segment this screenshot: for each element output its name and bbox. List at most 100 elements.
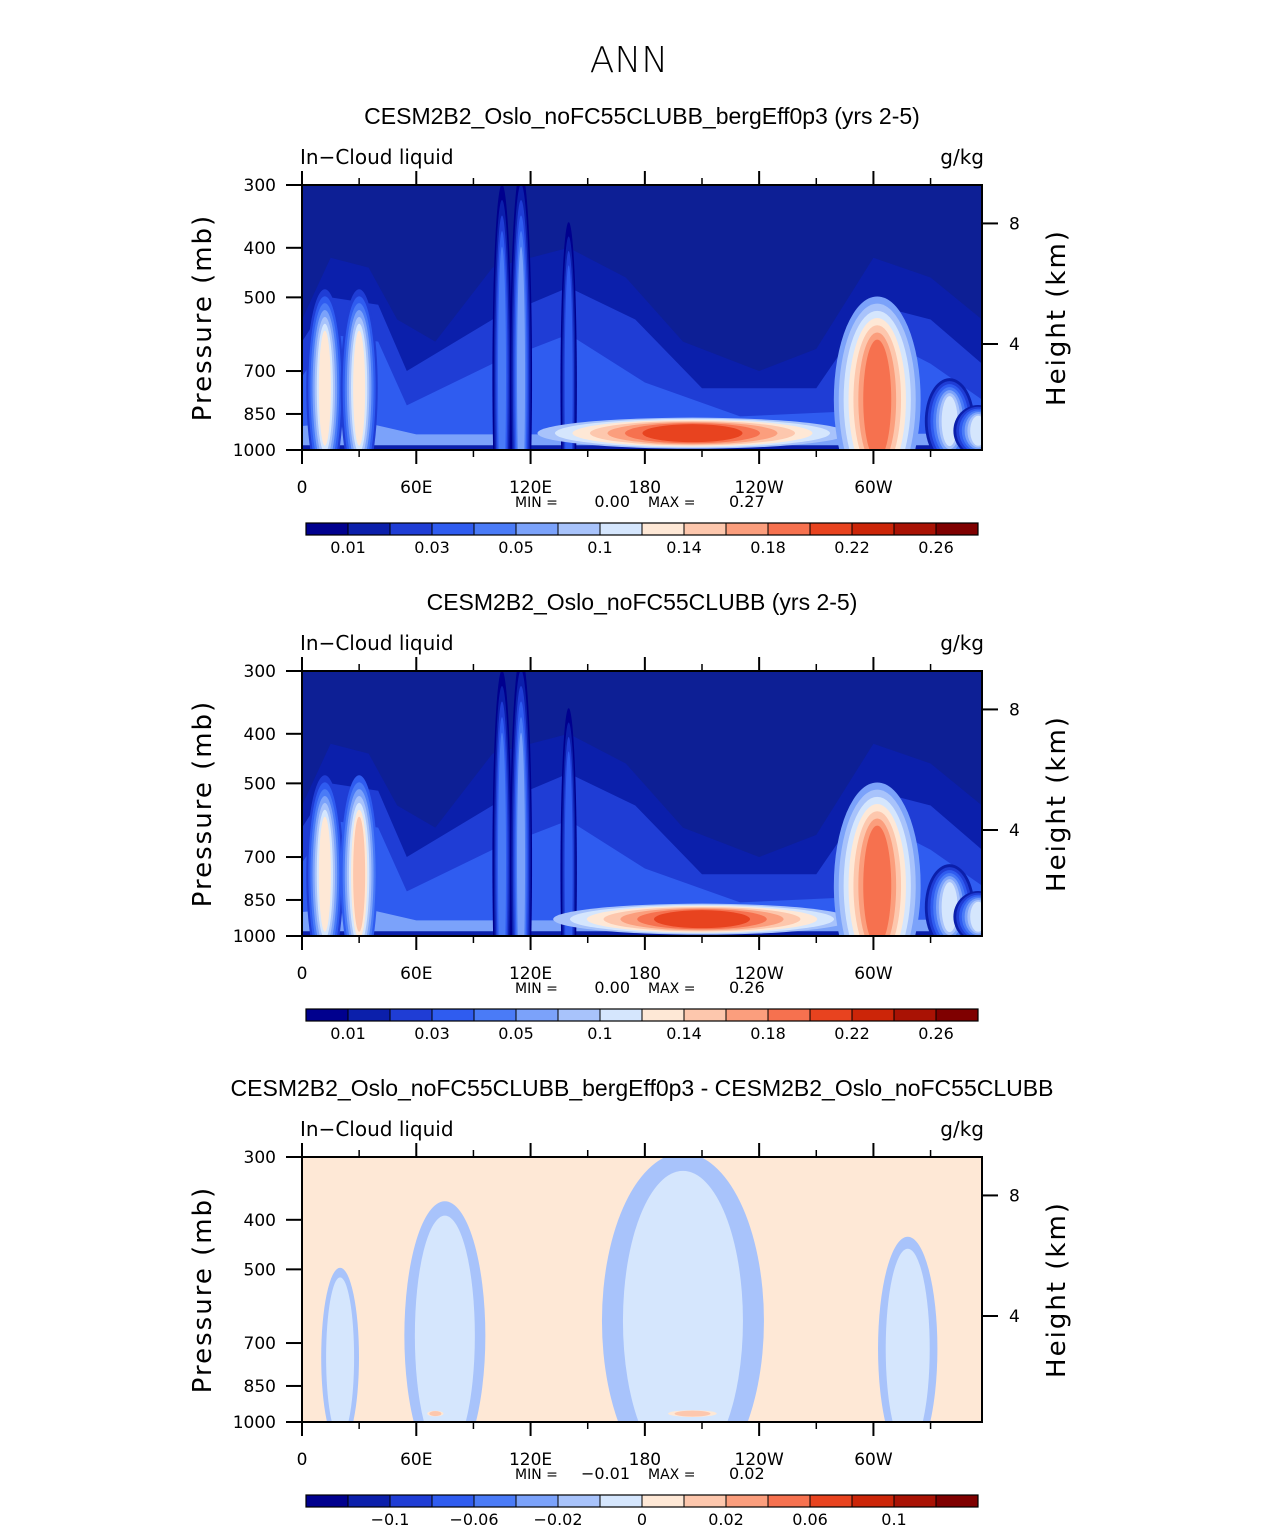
contour-feature [622, 1170, 743, 1422]
max-label: MAX = [648, 981, 695, 997]
colorbar-tick-label: 0.1 [587, 538, 612, 557]
colorbar-tick-label: 0.02 [708, 1510, 744, 1529]
colorbar-swatch [306, 1495, 349, 1507]
colorbar-swatch [516, 1495, 559, 1507]
y-right-tick-label: 8 [1009, 700, 1020, 720]
contour-layer [302, 820, 982, 936]
y-right-tick-label: 4 [1009, 335, 1020, 355]
contour-feature [353, 816, 366, 932]
x-tick-label: 60W [854, 1450, 893, 1470]
colorbar-swatch [936, 1009, 979, 1021]
colorbar-swatch [516, 523, 559, 535]
colorbar-swatch [894, 523, 937, 535]
colorbar-tick-label: 0.03 [414, 538, 450, 557]
contour-feature [654, 910, 750, 929]
x-tick-label: 120W [735, 478, 784, 498]
contour-feature [429, 1411, 442, 1417]
colorbar-swatch [474, 1495, 517, 1507]
plot-frame [301, 184, 983, 451]
colorbar-tick-label: 0.14 [666, 538, 702, 557]
contour-feature [353, 330, 366, 446]
contour-feature [885, 1248, 930, 1422]
colorbar-swatch [390, 523, 433, 535]
colorbar-swatch [306, 523, 349, 535]
colorbar-swatch [390, 1009, 433, 1021]
y-axis-label: Pressure (mb) [188, 700, 218, 907]
min-value: 0.00 [594, 492, 630, 511]
y-right-axis-label: Height (km) [1042, 1201, 1072, 1378]
y-tick-label: 850 [244, 1377, 276, 1397]
contour-layer [302, 931, 982, 936]
colorbar-swatch [936, 1495, 979, 1507]
panel-title: CESM2B2_Oslo_noFC55CLUBB_bergEff0p3 - CE… [231, 1075, 1054, 1101]
colorbar-swatch [684, 1495, 727, 1507]
colorbar-swatch [348, 1009, 391, 1021]
colorbar-swatch [684, 523, 727, 535]
x-tick-label: 180 [629, 478, 661, 498]
contour-feature [674, 1410, 711, 1417]
colorbar-tick-label: 0.22 [834, 538, 870, 557]
colorbar-swatch [348, 1495, 391, 1507]
colorbar-swatch [516, 1009, 559, 1021]
colorbar-tick-label: 0.05 [498, 1024, 534, 1043]
y-right-tick-label: 4 [1009, 821, 1020, 841]
x-tick-label: 120W [735, 964, 784, 984]
panel-title: CESM2B2_Oslo_noFC55CLUBB (yrs 2-5) [427, 589, 858, 615]
colorbar-tick-label: −0.1 [371, 1510, 410, 1529]
y-tick-label: 400 [244, 239, 276, 259]
y-tick-label: 1000 [233, 927, 276, 947]
y-tick-label: 300 [244, 176, 276, 196]
contour-feature [564, 751, 573, 936]
y-tick-label: 500 [244, 774, 276, 794]
colorbar-swatch [558, 1009, 601, 1021]
y-tick-label: 850 [244, 891, 276, 911]
max-value: 0.02 [729, 1464, 765, 1483]
colorbar-tick-label: 0.18 [750, 538, 786, 557]
contour-feature [414, 1215, 475, 1422]
min-label: MIN = [515, 981, 558, 997]
x-tick-label: 60E [400, 1450, 432, 1470]
x-tick-label: 180 [629, 964, 661, 984]
y-tick-label: 400 [244, 725, 276, 745]
colorbar-swatch [810, 1495, 853, 1507]
units-label: g/kg [940, 1117, 984, 1141]
colorbar-tick-label: −0.02 [533, 1510, 582, 1529]
colorbar-swatch [600, 1495, 643, 1507]
contour-feature [970, 901, 982, 932]
y-tick-label: 1000 [233, 1413, 276, 1433]
colorbar-tick-label: 0.26 [918, 538, 954, 557]
colorbar-swatch [600, 1009, 643, 1021]
colorbar-swatch [600, 523, 643, 535]
min-value: −0.01 [581, 1464, 630, 1483]
colorbar-tick-label: 0.1 [587, 1024, 612, 1043]
y-right-tick-label: 4 [1009, 1307, 1020, 1327]
x-tick-label: 120E [509, 478, 552, 498]
colorbar-swatch [936, 523, 979, 535]
colorbar-tick-label: 0 [637, 1510, 647, 1529]
colorbar-swatch [432, 1495, 475, 1507]
colorbar-swatch [894, 1009, 937, 1021]
y-right-tick-label: 8 [1009, 1186, 1020, 1206]
x-tick-label: 60E [400, 964, 432, 984]
contour-feature [517, 246, 526, 450]
contour-feature [498, 732, 506, 936]
min-label: MIN = [515, 495, 558, 511]
contour-layer [302, 334, 982, 450]
colorbar-swatch [348, 523, 391, 535]
y-tick-label: 500 [244, 1260, 276, 1280]
variable-label: In−Cloud liquid [300, 631, 454, 655]
variable-label: In−Cloud liquid [300, 145, 454, 169]
contour-feature [318, 816, 331, 932]
units-label: g/kg [940, 631, 984, 655]
y-tick-label: 700 [244, 1334, 276, 1354]
contour-field [302, 185, 982, 450]
contour-feature [517, 732, 526, 936]
x-tick-label: 0 [297, 1450, 308, 1470]
y-right-axis-label: Height (km) [1042, 715, 1072, 892]
x-tick-label: 60W [854, 964, 893, 984]
y-tick-label: 850 [244, 405, 276, 425]
contour-field [302, 671, 982, 936]
colorbar-swatch [474, 1009, 517, 1021]
y-axis-label: Pressure (mb) [188, 1186, 218, 1393]
